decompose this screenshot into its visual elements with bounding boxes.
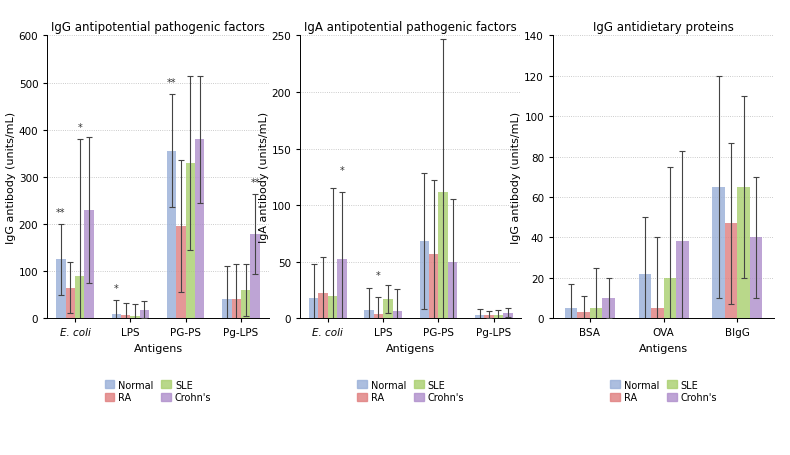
Y-axis label: IgA antibody (units/mL): IgA antibody (units/mL) — [258, 112, 269, 243]
Title: IgG antipotential pathogenic factors: IgG antipotential pathogenic factors — [51, 21, 265, 34]
Bar — [419, 242, 429, 318]
Bar — [438, 192, 448, 318]
Bar — [713, 187, 724, 318]
Bar — [309, 298, 318, 318]
Bar — [494, 315, 503, 318]
Text: *: * — [376, 270, 381, 280]
Bar — [475, 315, 484, 318]
Bar — [590, 308, 603, 318]
Bar — [565, 308, 577, 318]
Bar — [328, 296, 337, 318]
Legend: Normal, RA, SLE, Crohn's: Normal, RA, SLE, Crohn's — [104, 380, 212, 402]
Bar — [651, 308, 664, 318]
Bar — [448, 262, 457, 318]
Bar — [167, 152, 176, 318]
Bar — [222, 300, 231, 318]
Text: **: ** — [250, 178, 260, 188]
Bar — [241, 290, 250, 318]
Bar — [56, 260, 66, 318]
Bar — [737, 187, 750, 318]
X-axis label: Antigens: Antigens — [134, 343, 182, 353]
Bar — [724, 224, 737, 318]
Bar — [393, 312, 402, 318]
Bar — [121, 315, 130, 318]
Bar — [66, 288, 75, 318]
Bar — [429, 254, 438, 318]
Legend: Normal, RA, SLE, Crohn's: Normal, RA, SLE, Crohn's — [610, 380, 717, 402]
Title: IgA antipotential pathogenic factors: IgA antipotential pathogenic factors — [304, 21, 517, 34]
Bar — [231, 300, 241, 318]
X-axis label: Antigens: Antigens — [386, 343, 435, 353]
Bar — [318, 293, 328, 318]
Bar — [484, 315, 494, 318]
Bar — [383, 299, 393, 318]
Bar — [676, 242, 689, 318]
Bar — [374, 314, 383, 318]
Bar — [638, 274, 651, 318]
Y-axis label: IgG antibody (units/mL): IgG antibody (units/mL) — [511, 111, 521, 243]
Bar — [503, 313, 513, 318]
X-axis label: Antigens: Antigens — [639, 343, 688, 353]
Text: **: ** — [56, 207, 66, 217]
Text: *: * — [114, 283, 118, 293]
Bar — [111, 315, 121, 318]
Text: *: * — [340, 165, 344, 175]
Bar — [85, 210, 94, 318]
Legend: Normal, RA, SLE, Crohn's: Normal, RA, SLE, Crohn's — [357, 380, 465, 402]
Bar — [250, 235, 260, 318]
Bar — [750, 238, 762, 318]
Bar — [186, 163, 195, 318]
Text: **: ** — [167, 78, 176, 88]
Bar — [603, 298, 615, 318]
Bar — [130, 316, 140, 318]
Bar — [140, 310, 149, 318]
Bar — [337, 260, 347, 318]
Bar — [176, 227, 186, 318]
Bar — [195, 140, 205, 318]
Bar — [75, 276, 85, 318]
Bar — [664, 278, 676, 318]
Text: *: * — [77, 123, 82, 133]
Bar — [577, 313, 590, 318]
Y-axis label: IgG antibody (units/mL): IgG antibody (units/mL) — [6, 111, 16, 243]
Bar — [364, 311, 374, 318]
Title: IgG antidietary proteins: IgG antidietary proteins — [593, 21, 734, 34]
